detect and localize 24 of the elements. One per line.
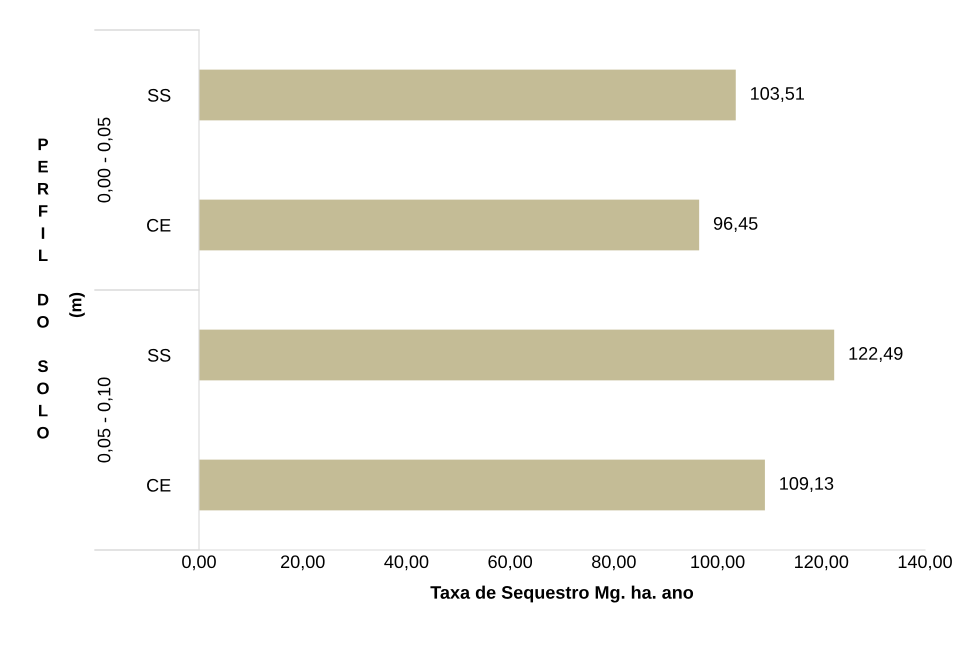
text: 0,05 - 0,10 [98,378,113,462]
x-tick-label: 100,00 [691,555,744,570]
data-label: 103,51 [751,87,804,102]
x-tick-label: 120,00 [795,555,848,570]
text: PERFIL DO SOLO (m) [37,138,85,439]
x-tick-label: 140,00 [898,555,952,570]
bar [199,330,834,380]
data-label: 96,45 [714,217,758,232]
x-axis-title: Taxa de Sequestro Mg. ha. ano [430,586,694,602]
text: 0,00 - 0,05 [98,118,113,202]
y-tick-label: CE [147,478,170,492]
data-label: 109,13 [780,477,834,492]
y-tick-label: CE [147,218,170,232]
x-tick-label: 0,00 [182,555,216,570]
x-tick-label: 60,00 [488,555,532,570]
bar [199,70,736,120]
y-tick-label: SS [148,88,170,102]
bar [199,460,765,510]
x-tick-label: 20,00 [281,555,325,570]
data-label: 122,49 [849,347,902,362]
x-tick-label: 80,00 [592,555,636,570]
y-tick-label: SS [148,348,170,362]
x-tick-label: 40,00 [384,555,428,570]
bar [199,200,700,250]
